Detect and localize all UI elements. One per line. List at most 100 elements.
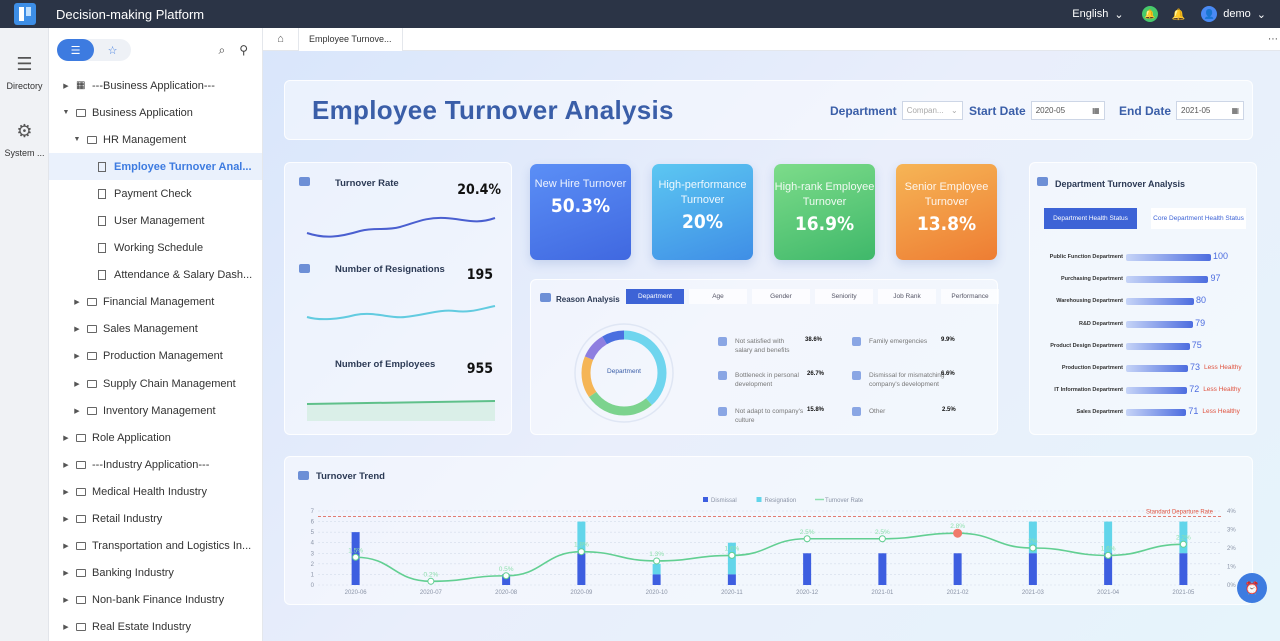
caret-right-icon[interactable]: ▶: [74, 407, 80, 415]
search-icon[interactable]: ⌕: [218, 42, 226, 57]
caret-right-icon[interactable]: ▶: [63, 82, 69, 90]
reason-tab[interactable]: Job Rank: [878, 289, 936, 304]
tree-item[interactable]: ▶ Role Application: [49, 424, 262, 451]
tree-item[interactable]: ▶ Inventory Management: [49, 397, 262, 424]
department-row: Production Department 73 Less Healthy: [1030, 362, 1258, 376]
caret-right-icon[interactable]: ▶: [63, 597, 69, 605]
department-bar: [1126, 409, 1187, 417]
tree-item[interactable]: ▶ ---Industry Application---: [49, 451, 262, 478]
kpi-value: 50.3%: [550, 195, 611, 217]
tree-item[interactable]: Working Schedule: [49, 235, 262, 262]
home-icon[interactable]: ⌂: [263, 27, 299, 51]
caret-right-icon[interactable]: ▶: [74, 326, 80, 334]
kpi-card-new-hire[interactable]: New Hire Turnover 50.3%: [530, 164, 631, 260]
more-icon[interactable]: ⋯: [1268, 33, 1278, 45]
tree-item[interactable]: ▶ Supply Chain Management: [49, 370, 262, 397]
notification-green-icon[interactable]: 🔔: [1141, 6, 1158, 22]
department-filter: Department Compan... ⌄: [830, 101, 963, 120]
language-selector[interactable]: English ⌄: [1072, 8, 1123, 21]
caret-right-icon[interactable]: ▶: [74, 353, 80, 361]
kpi-title: New Hire Turnover: [534, 178, 627, 190]
start-date-input[interactable]: 2020-05 ▦: [1030, 101, 1105, 120]
nav-system-label: System ...: [4, 148, 45, 158]
tree-item[interactable]: ▼ Business Application: [49, 99, 262, 126]
reason-tab[interactable]: Department: [626, 289, 684, 304]
tab-employee-turnover[interactable]: Employee Turnove...: [299, 27, 403, 51]
tree-item[interactable]: Attendance & Salary Dash...: [49, 262, 262, 289]
folder-icon: [87, 352, 97, 361]
tree-item[interactable]: User Management: [49, 207, 262, 234]
caret-right-icon[interactable]: ▶: [63, 570, 69, 578]
caret-right-icon[interactable]: ▶: [63, 624, 69, 632]
department-value: 72: [1189, 384, 1200, 395]
tree-item-label: Transportation and Logistics In...: [92, 540, 252, 553]
tree-item[interactable]: ▶ ▦ ---Business Application---: [49, 72, 262, 99]
caret-down-icon[interactable]: ▼: [73, 136, 81, 144]
core-department-health-button[interactable]: Core Department Health Status: [1151, 208, 1246, 229]
turnover-rate-label: 1.6%: [1101, 545, 1116, 552]
tab-bar: ⌂ Employee Turnove... ⋯: [263, 27, 1280, 51]
reason-item-label: Dismissal for mismatching company's deve…: [869, 372, 945, 388]
pin-icon[interactable]: ⚲: [239, 42, 248, 57]
caret-right-icon[interactable]: ▶: [63, 461, 69, 469]
y-tick-label: 6: [311, 520, 315, 526]
tree-item-label: Non-bank Finance Industry: [92, 594, 225, 607]
nav-system[interactable]: ⚙ System ...: [0, 121, 49, 158]
dismissal-bar: [502, 574, 511, 585]
left-nav: ☰ Directory ⚙ System ...: [0, 28, 49, 641]
reason-item-pct: 2.5%: [942, 407, 956, 413]
reason-tab[interactable]: Performance: [941, 289, 999, 304]
favorites-button[interactable]: ☆: [107, 44, 118, 57]
department-health-button[interactable]: Department Health Status: [1044, 208, 1137, 229]
tree-item[interactable]: Payment Check: [49, 180, 262, 207]
department-row: Product Design Department 75: [1030, 340, 1258, 354]
nav-directory[interactable]: ☰ Directory: [0, 54, 49, 91]
caret-right-icon[interactable]: ▶: [63, 434, 69, 442]
app-logo[interactable]: [14, 3, 36, 25]
department-select[interactable]: Compan... ⌄: [901, 101, 963, 120]
turnover-rate-point: [953, 528, 963, 538]
tree-item[interactable]: ▶ Real Estate Industry: [49, 614, 262, 641]
end-date-input[interactable]: 2021-05 ▦: [1176, 101, 1245, 120]
turnover-rate-point: [728, 551, 736, 559]
kpi-card-high-performance[interactable]: High-performance Turnover 20%: [652, 164, 753, 260]
kpi-card-high-rank[interactable]: High-rank Employee Turnover 16.9%: [774, 164, 875, 260]
user-menu[interactable]: 👤 demo ⌄: [1201, 6, 1266, 22]
x-tick-label: 2021-05: [1172, 590, 1195, 596]
tree-item[interactable]: ▼ HR Management: [49, 126, 262, 153]
kpi-title: High-rank Employee Turnover: [774, 181, 875, 208]
reason-tab[interactable]: Seniority: [815, 289, 873, 304]
caret-right-icon[interactable]: ▶: [63, 543, 69, 551]
caret-right-icon[interactable]: ▶: [74, 380, 80, 388]
y2-tick-label: 3%: [1227, 528, 1236, 534]
tree-item[interactable]: ▶ Transportation and Logistics In...: [49, 533, 262, 560]
tree-item[interactable]: Employee Turnover Anal...: [49, 153, 262, 181]
tree-item[interactable]: ▶ Medical Health Industry: [49, 478, 262, 505]
reason-tab[interactable]: Age: [689, 289, 747, 304]
legend-label: Resignation: [765, 498, 797, 504]
caret-right-icon[interactable]: ▶: [63, 516, 69, 524]
tree-item[interactable]: ▶ Non-bank Finance Industry: [49, 587, 262, 614]
reason-item-pct: 6.6%: [941, 371, 955, 377]
tree-item[interactable]: ▶ Sales Management: [49, 316, 262, 343]
kpi-card-senior[interactable]: Senior Employee Turnover 13.8%: [896, 164, 997, 260]
caret-right-icon[interactable]: ▶: [63, 488, 69, 496]
y-tick-label: 0: [311, 583, 315, 589]
caret-down-icon[interactable]: ▼: [62, 109, 70, 117]
reason-item-label: Other: [869, 408, 886, 415]
reason-tab[interactable]: Gender: [752, 289, 810, 304]
list-view-button[interactable]: ☰: [57, 39, 94, 61]
turnover-rate-label: 2.2%: [1176, 534, 1191, 541]
reason-item-pct: 9.9%: [941, 337, 955, 343]
tree-item[interactable]: ▶ Banking Industry: [49, 560, 262, 587]
folder-icon: [87, 135, 97, 144]
tree-item[interactable]: ▶ Retail Industry: [49, 506, 262, 533]
chevron-down-icon: ⌄: [950, 106, 958, 115]
tree-item-label: HR Management: [103, 133, 187, 146]
tree-item[interactable]: ▶ Financial Management: [49, 289, 262, 316]
department-bar: [1126, 298, 1194, 306]
tree-item[interactable]: ▶ Production Management: [49, 343, 262, 370]
caret-right-icon[interactable]: ▶: [74, 299, 80, 307]
bell-icon[interactable]: 🔔: [1171, 8, 1186, 21]
ai-assistant-button[interactable]: ⏰: [1237, 573, 1267, 603]
